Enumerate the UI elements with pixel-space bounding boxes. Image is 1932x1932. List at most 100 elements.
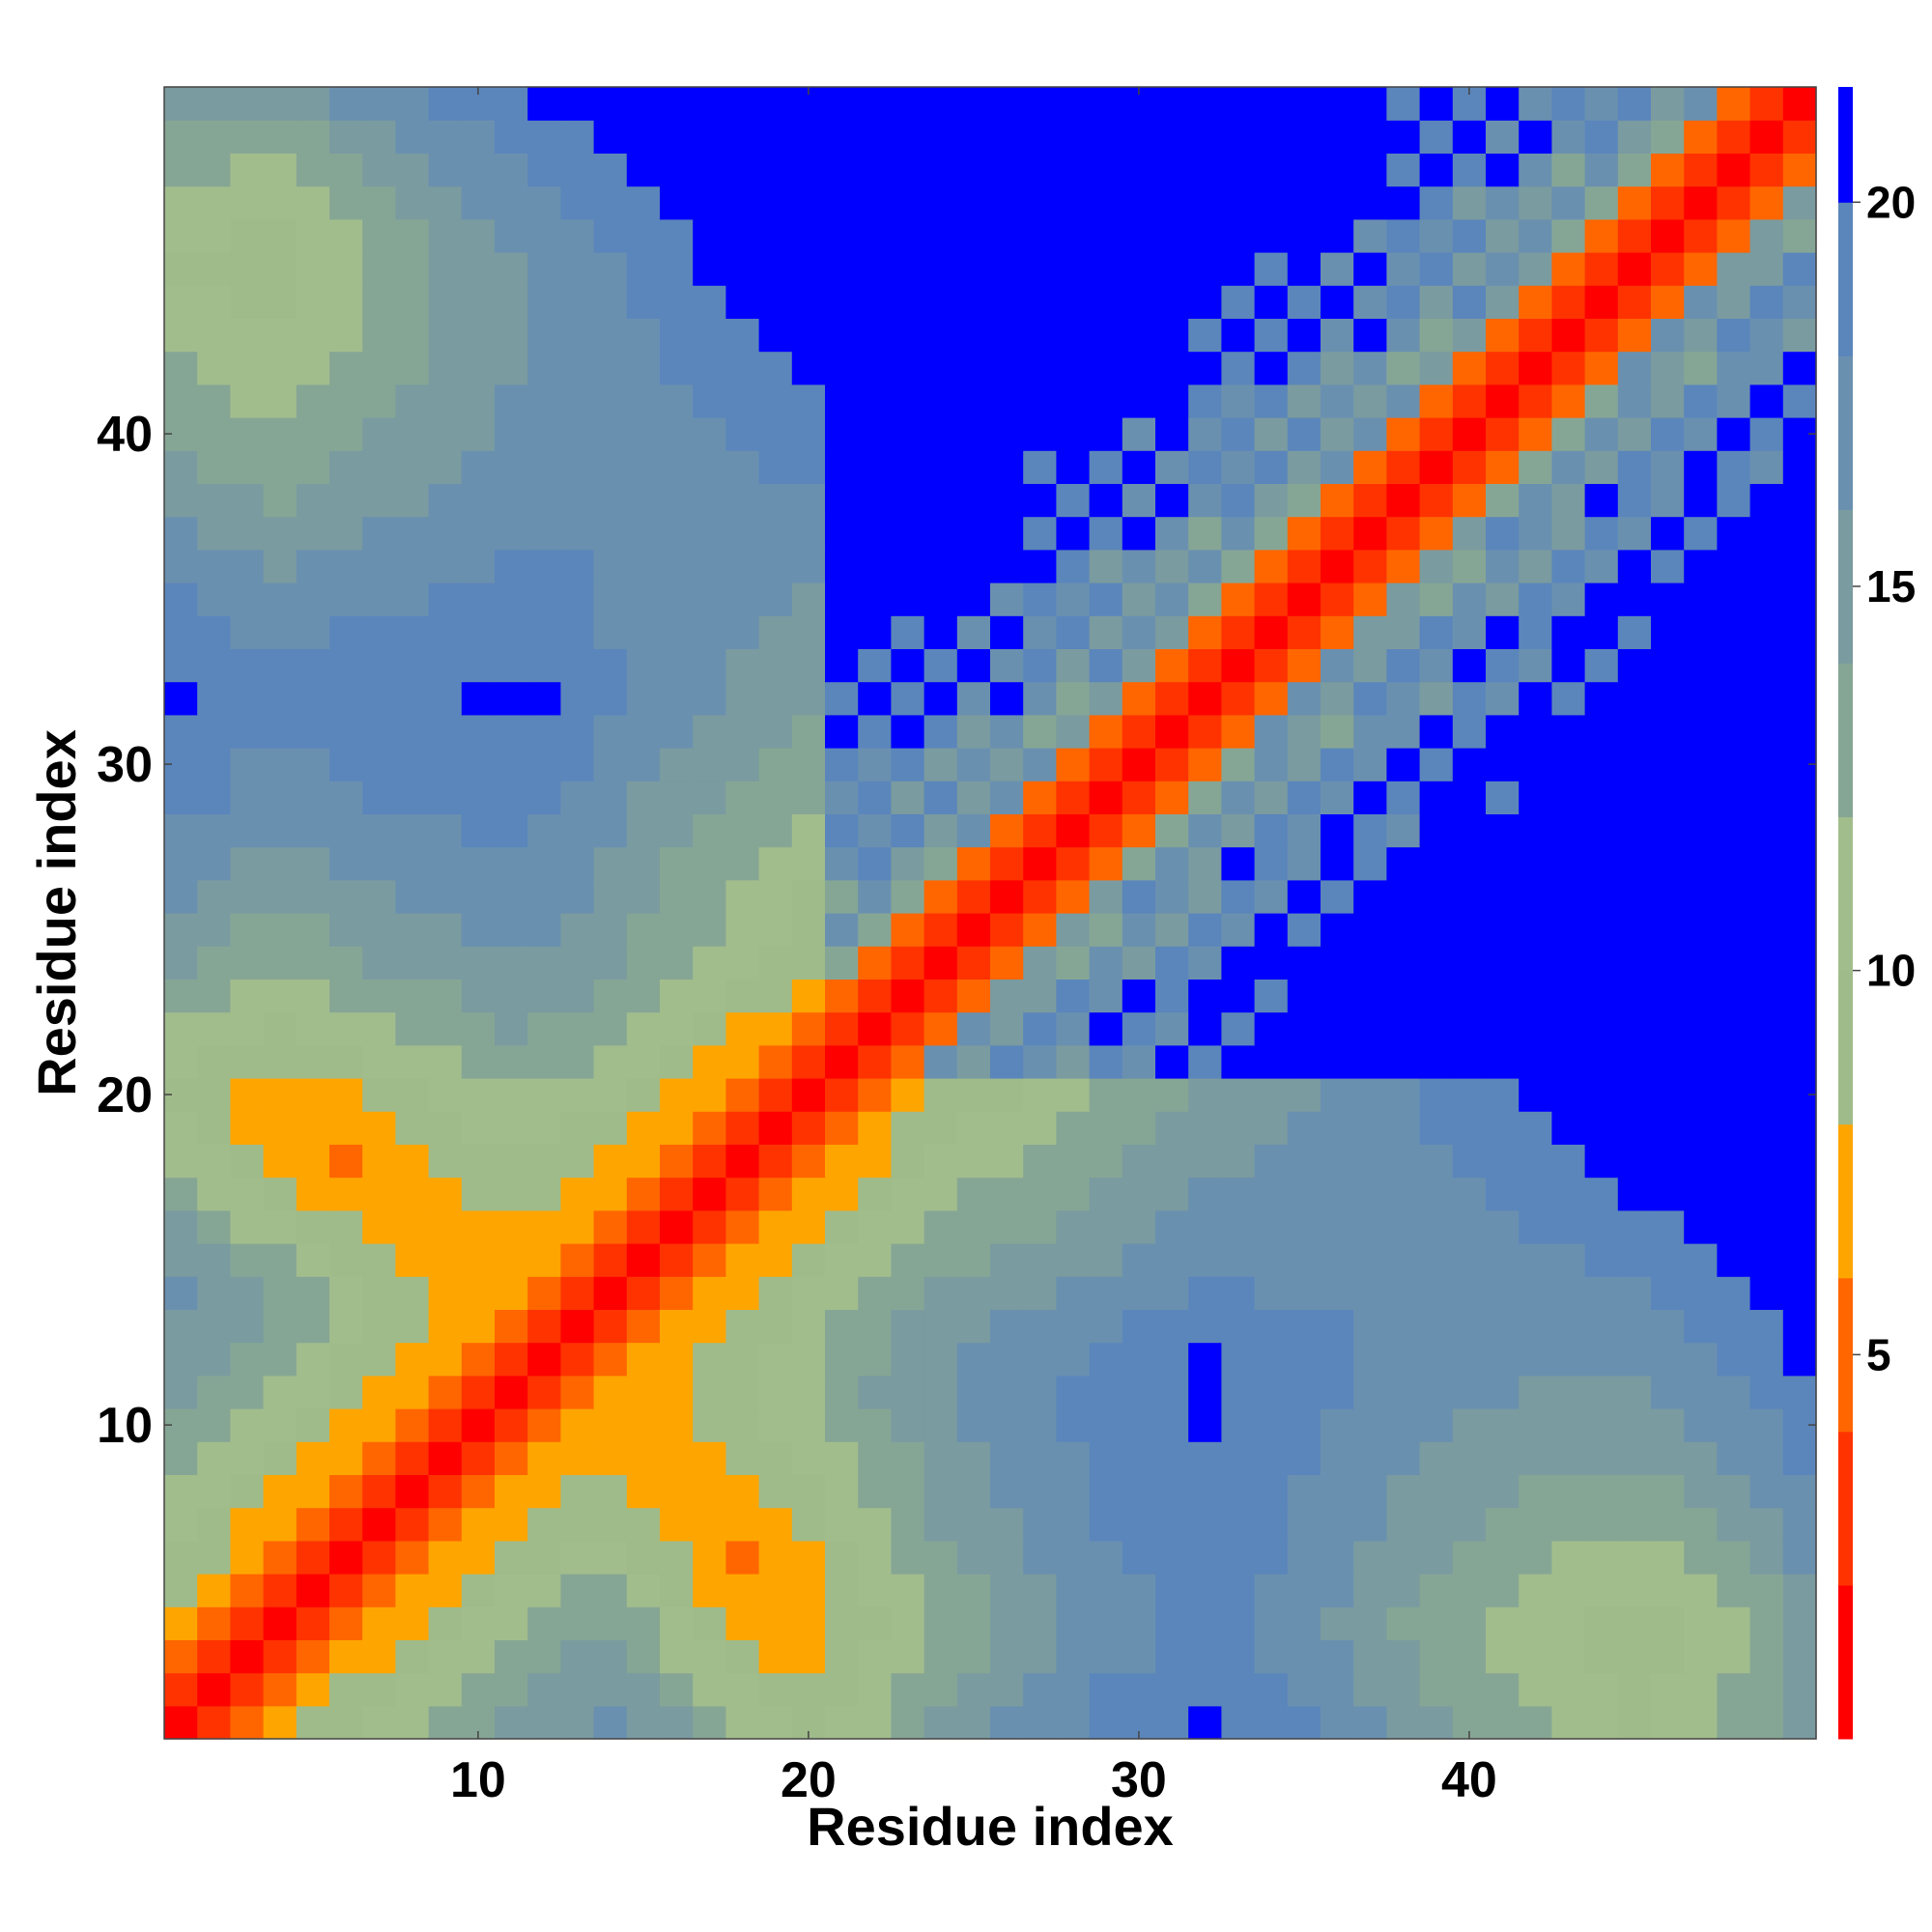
- heatmap-cell: [527, 781, 561, 814]
- heatmap-cell: [1386, 1639, 1421, 1674]
- heatmap-cell: [1617, 1044, 1652, 1079]
- heatmap-cell: [660, 450, 694, 484]
- heatmap-cell: [1551, 1606, 1586, 1640]
- heatmap-cell: [263, 1574, 298, 1607]
- heatmap-cell: [1584, 1078, 1619, 1112]
- heatmap-cell: [1089, 1474, 1123, 1509]
- heatmap-cell: [329, 1441, 363, 1475]
- heatmap-cell: [1717, 120, 1751, 154]
- heatmap-cell: [495, 1639, 528, 1674]
- heatmap-cell: [1452, 516, 1487, 551]
- heatmap-cell: [891, 1408, 925, 1442]
- heatmap-cell: [263, 1209, 298, 1244]
- heatmap-cell: [1122, 1044, 1156, 1079]
- heatmap-cell: [1353, 185, 1387, 220]
- heatmap-cell: [329, 846, 363, 881]
- heatmap-cell: [1188, 185, 1222, 220]
- heatmap-cell: [660, 913, 694, 947]
- heatmap-cell: [395, 1276, 430, 1310]
- heatmap-cell: [1254, 1309, 1289, 1344]
- heatmap-cell: [230, 913, 265, 947]
- heatmap-cell: [1287, 1672, 1321, 1707]
- heatmap-cell: [296, 450, 330, 484]
- heatmap-cell: [495, 87, 528, 121]
- heatmap-cell: [758, 913, 793, 947]
- heatmap-cell: [858, 417, 892, 451]
- heatmap-cell: [1452, 979, 1487, 1013]
- heatmap-cell: [1056, 483, 1091, 518]
- heatmap-cell: [1684, 351, 1718, 385]
- heatmap-cell: [758, 549, 793, 583]
- heatmap-cell: [1651, 549, 1685, 583]
- heatmap-cell: [1122, 582, 1156, 616]
- heatmap-cell: [1749, 748, 1784, 781]
- heatmap-cell: [495, 450, 528, 484]
- heatmap-cell: [329, 1111, 363, 1145]
- heatmap-cell: [164, 1144, 198, 1179]
- heatmap-cell: [1749, 879, 1784, 914]
- heatmap-cell: [1452, 185, 1487, 220]
- heatmap-cell: [296, 813, 330, 848]
- heatmap-cell: [461, 748, 496, 781]
- heatmap-cell: [263, 1639, 298, 1674]
- heatmap-cell: [329, 946, 363, 980]
- heatmap-cell: [1717, 1309, 1751, 1344]
- heatmap-cell: [560, 1408, 595, 1442]
- heatmap-cell: [660, 615, 694, 649]
- heatmap-cell: [495, 748, 528, 781]
- heatmap-cell: [1188, 1276, 1222, 1310]
- heatmap-cell: [527, 549, 561, 583]
- heatmap-cell: [1651, 1375, 1685, 1409]
- heatmap-cell: [1419, 120, 1454, 154]
- heatmap-cell: [1651, 450, 1685, 484]
- heatmap-cell: [164, 1441, 198, 1475]
- heatmap-cell: [263, 1011, 298, 1046]
- heatmap-cell: [626, 318, 661, 353]
- heatmap-cell: [1519, 1672, 1552, 1707]
- heatmap-cell: [1221, 748, 1256, 781]
- heatmap-cell: [791, 582, 826, 616]
- heatmap-cell: [758, 1672, 793, 1707]
- heatmap-cell: [1221, 1375, 1256, 1409]
- heatmap-cell: [1155, 450, 1189, 484]
- heatmap-cell: [1717, 1672, 1751, 1707]
- heatmap-cell: [1684, 1309, 1718, 1344]
- heatmap-cell: [1519, 1243, 1552, 1277]
- heatmap-cell: [329, 1639, 363, 1674]
- heatmap-cell: [1023, 879, 1057, 914]
- heatmap-cell: [1056, 549, 1091, 583]
- heatmap-cell: [1188, 615, 1222, 649]
- heatmap-cell: [1651, 615, 1685, 649]
- heatmap-cell: [1254, 120, 1289, 154]
- heatmap-cell: [1386, 1111, 1421, 1145]
- y-tick-label: 10: [97, 1398, 153, 1454]
- heatmap-cell: [1386, 1309, 1421, 1344]
- heatmap-cell: [725, 1011, 760, 1046]
- heatmap-cell: [329, 781, 363, 814]
- heatmap-cell: [329, 384, 363, 418]
- heatmap-cell: [1089, 781, 1123, 814]
- heatmap-cell: [825, 1375, 859, 1409]
- heatmap-cell: [395, 1574, 430, 1607]
- heatmap-cell: [725, 450, 760, 484]
- heatmap-cell: [263, 946, 298, 980]
- heatmap-cell: [1353, 1342, 1387, 1377]
- heatmap-cell: [1188, 252, 1222, 286]
- heatmap-cell: [956, 615, 991, 649]
- heatmap-cell: [1486, 913, 1520, 947]
- heatmap-cell: [1353, 87, 1387, 121]
- heatmap-cell: [1617, 1078, 1652, 1112]
- heatmap-cell: [956, 384, 991, 418]
- heatmap-cell: [1254, 1408, 1289, 1442]
- heatmap-cell: [263, 351, 298, 385]
- heatmap-cell: [428, 1408, 463, 1442]
- heatmap-cell: [296, 417, 330, 451]
- heatmap-cell: [1287, 450, 1321, 484]
- heatmap-cell: [1617, 648, 1652, 683]
- heatmap-cell: [263, 1177, 298, 1211]
- heatmap-cell: [495, 979, 528, 1013]
- heatmap-cell: [1651, 1507, 1685, 1542]
- heatmap-cell: [560, 1177, 595, 1211]
- heatmap-cell: [1486, 1574, 1520, 1607]
- heatmap-cell: [1749, 1078, 1784, 1112]
